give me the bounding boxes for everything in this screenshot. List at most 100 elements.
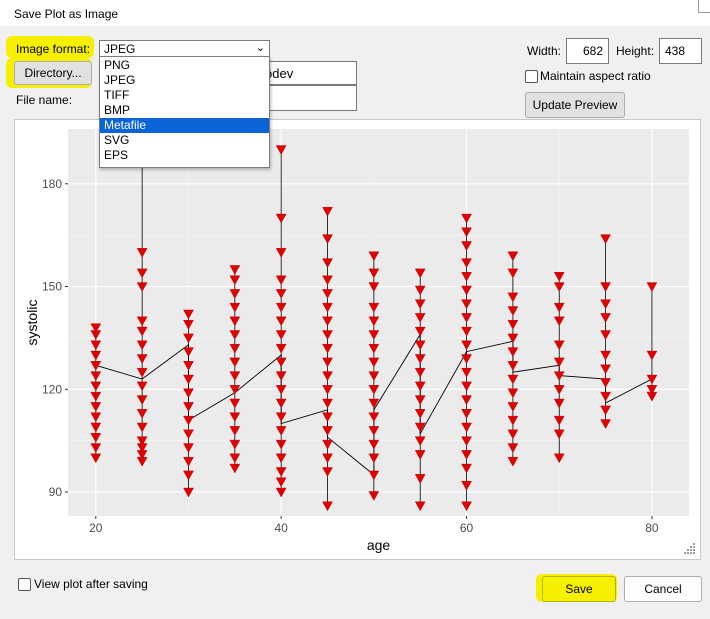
format-option-metafile[interactable]: Metafile	[100, 118, 269, 133]
data-point	[275, 213, 287, 224]
resize-grip-icon[interactable]	[682, 542, 696, 556]
data-point	[229, 412, 241, 423]
height-input[interactable]: 438	[659, 38, 702, 64]
data-point	[414, 285, 426, 296]
data-point	[600, 419, 611, 429]
data-point	[229, 330, 241, 340]
data-point	[90, 433, 102, 443]
data-point	[229, 316, 241, 327]
update-preview-label: Update Preview	[532, 98, 618, 112]
format-option-png[interactable]: PNG	[100, 58, 269, 73]
data-point	[553, 282, 565, 292]
data-point	[136, 381, 148, 392]
data-point	[507, 306, 519, 316]
format-option-eps[interactable]: EPS	[100, 148, 269, 163]
directory-path-field: ödev	[262, 61, 357, 85]
data-point	[229, 275, 241, 286]
title-bar	[0, 0, 710, 26]
save-button[interactable]: Save	[542, 576, 616, 602]
data-point	[507, 268, 519, 279]
format-option-tiff[interactable]: TIFF	[100, 88, 269, 103]
data-point	[507, 443, 519, 453]
directory-button-label: Directory...	[24, 66, 82, 80]
data-point	[136, 326, 148, 337]
data-point	[461, 422, 472, 433]
y-tick-label: 90	[49, 485, 63, 499]
format-option-label: Metafile	[104, 118, 147, 132]
data-point	[368, 453, 380, 464]
data-point	[322, 289, 333, 299]
data-point	[322, 385, 333, 395]
format-option-bmp[interactable]: BMP	[100, 103, 269, 118]
data-point	[414, 367, 426, 378]
format-option-label: PNG	[104, 58, 131, 72]
data-point	[600, 364, 611, 375]
data-point	[507, 251, 519, 262]
data-point	[322, 371, 333, 381]
data-point	[90, 453, 102, 464]
data-point	[461, 272, 472, 282]
data-point	[183, 320, 194, 330]
data-point	[414, 474, 426, 484]
data-point	[461, 227, 472, 238]
data-point	[90, 361, 102, 371]
cancel-button-label: Cancel	[644, 582, 682, 596]
data-point	[275, 302, 287, 313]
format-option-jpeg[interactable]: JPEG	[100, 73, 269, 88]
data-point	[275, 487, 287, 498]
data-point	[368, 302, 380, 313]
format-select-value: JPEG	[104, 42, 136, 56]
data-point	[322, 398, 333, 409]
update-preview-button[interactable]: Update Preview	[525, 92, 625, 118]
height-label: Height:	[616, 44, 655, 58]
data-point	[646, 282, 658, 292]
data-point	[322, 501, 333, 512]
aspect-ratio-checkbox[interactable]	[525, 70, 538, 83]
view-after-checkbox[interactable]	[18, 578, 31, 591]
data-point	[275, 289, 287, 299]
data-point	[229, 302, 241, 313]
format-select[interactable]: JPEG ⌄	[99, 40, 270, 58]
data-point	[136, 367, 148, 378]
data-point	[90, 391, 102, 402]
data-point	[183, 309, 194, 320]
data-point	[600, 282, 611, 292]
data-point	[136, 282, 148, 292]
data-point	[461, 395, 472, 405]
data-point	[183, 333, 194, 344]
data-point	[229, 463, 241, 474]
x-tick-label: 80	[645, 521, 659, 535]
data-point	[275, 453, 287, 464]
directory-button[interactable]: Directory...	[14, 61, 92, 85]
data-point	[461, 480, 472, 491]
width-input[interactable]: 682	[566, 38, 609, 64]
data-point	[229, 385, 241, 395]
data-point	[90, 381, 102, 392]
format-option-label: SVG	[104, 133, 130, 147]
y-axis-title: systolic	[24, 300, 40, 346]
height-value: 438	[665, 44, 686, 58]
data-point	[229, 289, 241, 299]
width-label: Width:	[527, 44, 562, 58]
data-point	[136, 422, 148, 433]
filename-input[interactable]	[262, 85, 357, 111]
data-point	[322, 467, 333, 477]
data-point	[136, 395, 148, 405]
data-point	[275, 398, 287, 409]
format-option-svg[interactable]: SVG	[100, 133, 269, 148]
width-value: 682	[583, 44, 604, 58]
data-point	[275, 343, 287, 354]
format-dropdown-list[interactable]: PNG JPEG TIFF BMP Metafile SVG EPS	[99, 56, 270, 168]
cancel-button[interactable]: Cancel	[624, 576, 702, 602]
data-point	[600, 350, 611, 361]
data-point	[553, 398, 565, 409]
data-point	[322, 302, 333, 313]
format-option-label: TIFF	[104, 88, 130, 102]
data-point	[368, 343, 380, 354]
data-point	[414, 354, 426, 364]
data-point	[275, 248, 287, 258]
data-point	[414, 299, 426, 310]
data-point	[414, 501, 426, 512]
data-point	[507, 415, 519, 426]
data-point	[414, 409, 426, 419]
